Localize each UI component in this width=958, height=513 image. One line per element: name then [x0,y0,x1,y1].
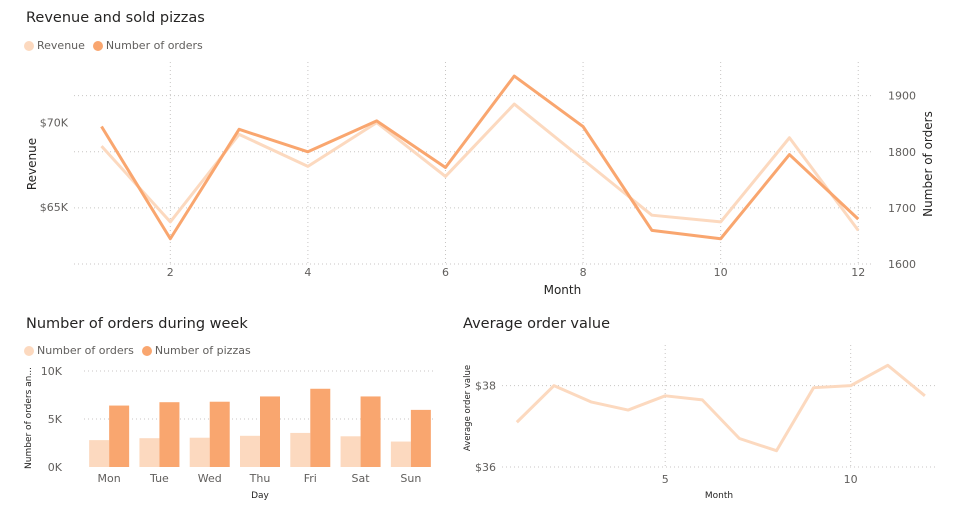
week-chart-title: Number of orders during week [26,316,248,332]
y-axis-title: Revenue [25,138,39,190]
x-tick-label: Tue [149,472,169,485]
legend-dot-light-icon [24,40,34,51]
y-axis-title: Average order value [463,365,473,451]
bar-number-of-pizzas [310,388,331,467]
legend-dot-dark-icon [141,345,152,356]
y2-tick-label: 1700 [888,202,916,215]
bar-number-of-pizzas [209,401,230,467]
week-chart-legend: Number of orders Number of pizzas [24,344,259,357]
bar-number-of-orders [240,435,260,467]
bar-number-of-pizzas [410,409,431,467]
legend-item-number-of-orders[interactable]: Number of orders [92,39,203,52]
aov-chart-title: Average order value [463,316,611,332]
revenue-chart-title: Revenue and sold pizzas [26,10,205,26]
bar-number-of-orders [340,436,361,467]
x-tick-label: Fri [304,472,317,485]
legend-label: Number of orders [105,39,203,52]
y-tick-label: $36 [475,461,496,474]
y-axis-title: Number of orders an... [24,367,34,469]
x-axis-title: Month [705,491,733,501]
x-tick-label: Mon [98,472,121,485]
legend-dot-light-icon [24,345,34,356]
x-tick-label: Sun [400,472,421,485]
y-tick-label: $38 [475,380,496,393]
bar-number-of-pizzas [360,396,381,467]
x-tick-label: 6 [442,266,449,279]
bar-number-of-orders [390,441,411,467]
x-tick-label: 12 [851,266,865,279]
y2-tick-label: 1800 [888,146,916,159]
x-tick-label: Thu [249,472,271,485]
legend-label: Revenue [37,39,85,52]
x-tick-label: 4 [304,266,311,279]
bar-number-of-orders [139,438,160,467]
revenue-chart-legend: Revenue Number of orders [24,39,211,52]
x-tick-label: 5 [662,473,669,486]
y2-tick-label: 1900 [888,90,916,103]
legend-item-number-of-pizzas[interactable]: Number of pizzas [141,344,251,357]
y-tick-label: 10K [41,365,63,378]
y-tick-label: $70K [40,117,69,130]
bar-number-of-pizzas [109,405,130,467]
legend-item-number-of-orders[interactable]: Number of orders [24,344,134,357]
x-tick-label: 8 [580,266,587,279]
bar-number-of-orders [89,440,110,467]
series-line-average-order-value [515,363,926,453]
y2-tick-label: 1600 [888,258,916,271]
legend-label: Number of pizzas [154,344,251,357]
y-tick-label: 0K [48,461,63,474]
legend-item-revenue[interactable]: Revenue [24,39,85,52]
x-tick-label: 10 [714,266,728,279]
bar-number-of-pizzas [260,396,280,467]
revenue-chart-panel: Revenue and sold pizzas Revenue Number o… [24,10,211,52]
y-tick-label: $65K [40,201,69,214]
x-axis-title: Month [544,283,582,297]
week-chart-panel: Number of orders during week Number of o… [0,305,450,513]
bar-number-of-orders [290,432,311,467]
revenue-line-chart[interactable]: $65K $70K 1600 1700 1800 1900 2 4 6 8 10 12 Month Rev… [0,0,958,300]
x-tick-label: 10 [844,473,858,486]
y-tick-label: 5K [48,413,63,426]
y2-axis-title: Number of orders [921,111,935,217]
x-tick-label: Sat [352,472,371,485]
bar-number-of-pizzas [159,402,180,467]
legend-dot-dark-icon [92,40,103,51]
legend-label: Number of orders [37,344,134,357]
series-line-number-of-orders [100,74,860,241]
x-tick-label: 2 [167,266,174,279]
x-tick-label: Wed [198,472,222,485]
aov-chart-panel: Average order value [455,305,958,513]
x-axis-title: Day [251,491,269,501]
bar-number-of-orders [189,437,210,467]
